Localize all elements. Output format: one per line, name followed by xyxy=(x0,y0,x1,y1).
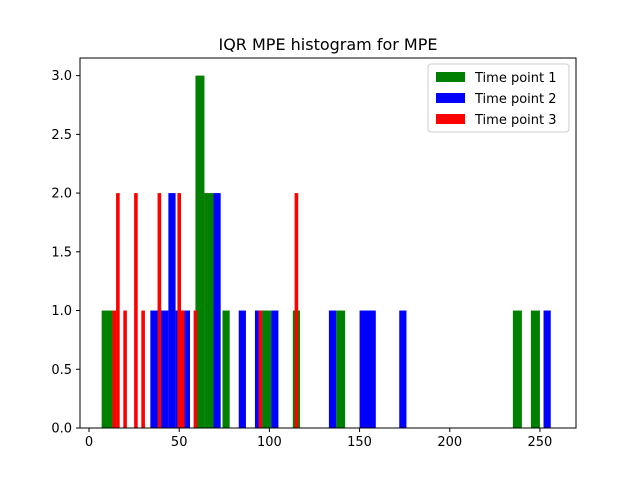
bar-series-3-3 xyxy=(123,310,127,428)
y-tick-label-1: 0.5 xyxy=(51,363,72,378)
bar-series-1-3 xyxy=(204,193,214,428)
y-tick-label-3: 1.5 xyxy=(51,245,72,260)
bar-series-2-4 xyxy=(213,193,221,428)
x-tick-label-0: 0 xyxy=(85,435,93,450)
y-axis: 0.0 0.5 1.0 1.5 2.0 2.5 3.0 xyxy=(51,69,80,437)
bar-series-2-10 xyxy=(399,310,407,428)
legend-swatch-1 xyxy=(436,72,465,82)
bar-series-2-7 xyxy=(271,310,279,428)
bar-series-2-11 xyxy=(543,310,551,428)
bar-series-3-1 xyxy=(112,310,117,428)
y-tick-label-4: 2.0 xyxy=(51,187,72,202)
bar-series-3-5 xyxy=(141,310,145,428)
bar-series-3-8 xyxy=(181,310,185,428)
bars-layer xyxy=(101,75,551,428)
x-tick-label-1: 50 xyxy=(171,435,188,450)
legend-swatch-3 xyxy=(436,114,465,124)
bar-series-1-1 xyxy=(101,310,113,428)
y-tick-label-0: 0.0 xyxy=(51,422,72,437)
bar-series-3-2 xyxy=(116,193,120,428)
bar-series-3-10 xyxy=(258,310,263,428)
x-tick-label-5: 250 xyxy=(528,435,553,450)
bar-series-1-8 xyxy=(512,310,522,428)
legend: Time point 1 Time point 2 Time point 3 xyxy=(427,63,570,133)
legend-swatch-2 xyxy=(436,93,465,103)
legend-label-2: Time point 2 xyxy=(474,92,557,107)
y-tick-label-6: 3.0 xyxy=(51,69,72,84)
bar-series-3-11 xyxy=(294,193,299,428)
bar-series-1-5 xyxy=(262,310,272,428)
bar-series-3-6 xyxy=(157,193,162,428)
bar-series-2-8 xyxy=(328,310,337,428)
plot-frame xyxy=(79,57,577,429)
x-axis: 0 50 100 150 200 250 xyxy=(85,428,552,450)
bar-series-3-4 xyxy=(134,193,138,428)
legend-label-1: Time point 1 xyxy=(474,71,557,86)
chart-title: IQR MPE histogram for MPE xyxy=(218,35,437,54)
bar-series-2-5 xyxy=(238,310,246,428)
bar-series-1-9 xyxy=(530,310,540,428)
bar-series-1-7 xyxy=(336,310,346,428)
y-tick-label-2: 1.0 xyxy=(51,304,72,319)
bar-series-1-2 xyxy=(195,75,205,428)
bar-series-2-9 xyxy=(359,310,376,428)
y-tick-label-5: 2.5 xyxy=(51,128,72,143)
x-tick-label-3: 150 xyxy=(347,435,372,450)
legend-label-3: Time point 3 xyxy=(474,113,557,128)
bar-series-3-7 xyxy=(177,193,182,428)
x-tick-label-4: 200 xyxy=(437,435,462,450)
bar-series-2-2 xyxy=(168,193,176,428)
x-tick-label-2: 100 xyxy=(257,435,282,450)
bar-series-1-4 xyxy=(222,310,230,428)
bar-series-3-9 xyxy=(193,310,198,428)
